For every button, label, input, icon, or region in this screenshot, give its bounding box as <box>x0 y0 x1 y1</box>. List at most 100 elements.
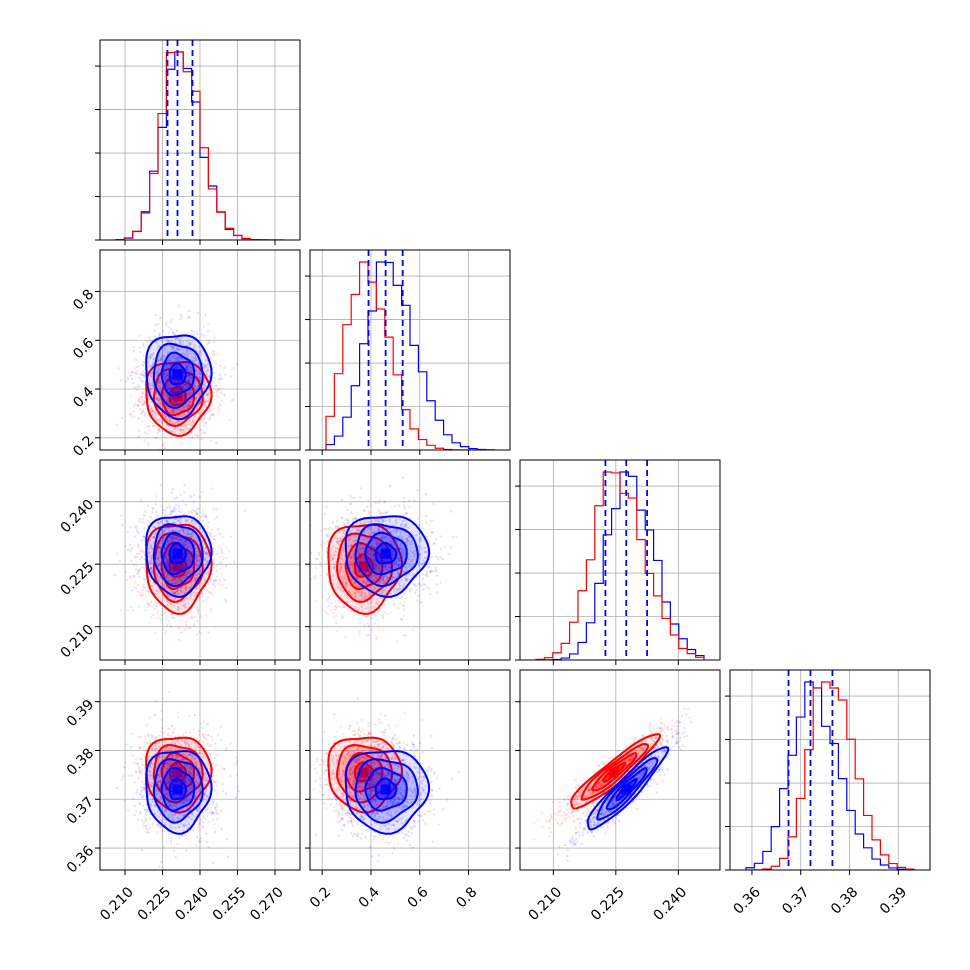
scatter-point <box>165 561 168 565</box>
scatter-point <box>332 563 336 566</box>
scatter-point <box>158 378 161 381</box>
scatter-point <box>161 413 164 416</box>
scatter-point <box>179 591 183 594</box>
scatter-point <box>186 552 189 555</box>
scatter-point <box>401 476 405 479</box>
scatter-point <box>207 570 210 574</box>
scatter-point <box>141 521 144 524</box>
scatter-point <box>161 422 164 425</box>
scatter-point <box>166 564 169 568</box>
scatter-point <box>189 373 192 376</box>
scatter-point <box>169 386 172 390</box>
scatter-point <box>201 509 205 512</box>
scatter-point <box>179 576 182 580</box>
scatter-point <box>187 407 191 410</box>
scatter-point <box>395 521 398 524</box>
scatter-point <box>189 510 193 514</box>
scatter-point <box>181 428 184 431</box>
scatter-point <box>148 355 151 358</box>
scatter-point <box>143 577 146 581</box>
scatter-point <box>173 380 176 384</box>
scatter-point <box>149 559 153 563</box>
scatter-point <box>161 508 164 512</box>
scatter-point <box>338 605 341 608</box>
scatter-point <box>229 535 233 538</box>
scatter-point <box>151 408 155 412</box>
scatter-point <box>168 537 172 540</box>
scatter-point <box>156 371 160 374</box>
scatter-point <box>206 342 209 346</box>
scatter-point <box>337 599 340 602</box>
scatter-point <box>345 594 349 598</box>
scatter-point <box>195 556 199 559</box>
scatter-point <box>189 494 192 497</box>
scatter-point <box>143 396 147 399</box>
scatter-point <box>228 418 231 422</box>
scatter-point <box>151 424 155 428</box>
scatter-point <box>169 530 172 533</box>
scatter-point <box>172 331 175 334</box>
scatter-point <box>319 574 322 577</box>
scatter-point <box>211 541 214 545</box>
scatter-point <box>173 536 177 539</box>
scatter-point <box>178 538 181 541</box>
scatter-point <box>159 541 162 545</box>
scatter-point <box>390 553 394 557</box>
scatter-point <box>173 333 176 337</box>
scatter-point <box>150 410 154 413</box>
scatter-point <box>195 563 198 566</box>
scatter-point <box>190 532 193 535</box>
scatter-point <box>403 507 406 510</box>
scatter-point <box>189 369 192 372</box>
scatter-point <box>187 404 191 407</box>
scatter-point <box>184 587 187 590</box>
scatter-point <box>222 393 225 396</box>
scatter-point <box>208 408 212 411</box>
scatter-point <box>160 355 164 358</box>
scatter-point <box>175 560 178 563</box>
scatter-point <box>172 379 176 382</box>
scatter-point <box>188 390 192 393</box>
scatter-point <box>195 555 199 558</box>
scatter-point <box>358 585 362 588</box>
scatter-point <box>156 575 159 579</box>
scatter-point <box>182 552 186 555</box>
scatter-point <box>140 395 143 399</box>
scatter-point <box>189 495 193 499</box>
scatter-point <box>191 552 194 556</box>
scatter-point <box>350 577 353 581</box>
scatter-point <box>120 379 123 382</box>
scatter-point <box>197 403 201 406</box>
scatter-point <box>196 311 200 315</box>
scatter-point <box>206 399 210 403</box>
scatter-point <box>176 396 179 399</box>
scatter-point <box>140 556 144 559</box>
scatter-point <box>184 574 188 577</box>
scatter-point <box>179 318 182 321</box>
scatter-point <box>367 593 371 596</box>
scatter-point <box>161 528 164 531</box>
scatter-point <box>206 551 209 555</box>
scatter-point <box>212 354 215 357</box>
scatter-point <box>137 434 140 438</box>
scatter-point <box>182 554 185 557</box>
scatter-point <box>166 558 170 561</box>
scatter-point <box>181 566 185 569</box>
scatter-point <box>170 563 173 567</box>
scatter-point <box>149 354 152 358</box>
scatter-point <box>188 434 191 438</box>
scatter-point <box>381 577 385 581</box>
scatter-point <box>148 378 151 381</box>
scatter-point <box>187 379 191 382</box>
scatter-point <box>184 539 188 543</box>
scatter-point <box>181 579 184 582</box>
scatter-point <box>172 604 176 608</box>
scatter-point <box>188 378 191 381</box>
scatter-point <box>193 539 196 542</box>
scatter-point <box>190 583 193 586</box>
scatter-point <box>187 393 190 396</box>
scatter-point <box>173 592 177 595</box>
scatter-point <box>158 555 161 559</box>
scatter-point <box>131 609 135 612</box>
scatter-point <box>182 533 186 536</box>
